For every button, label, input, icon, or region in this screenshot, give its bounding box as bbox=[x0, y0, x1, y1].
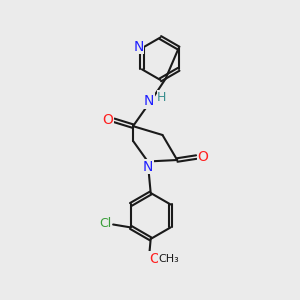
Text: H: H bbox=[157, 91, 167, 104]
Text: N: N bbox=[144, 94, 154, 108]
Text: Cl: Cl bbox=[99, 218, 111, 230]
Text: O: O bbox=[103, 113, 113, 127]
Text: O: O bbox=[197, 150, 208, 164]
Text: O: O bbox=[149, 252, 160, 266]
Text: N: N bbox=[133, 40, 144, 54]
Text: N: N bbox=[142, 160, 153, 174]
Text: CH₃: CH₃ bbox=[159, 254, 180, 264]
